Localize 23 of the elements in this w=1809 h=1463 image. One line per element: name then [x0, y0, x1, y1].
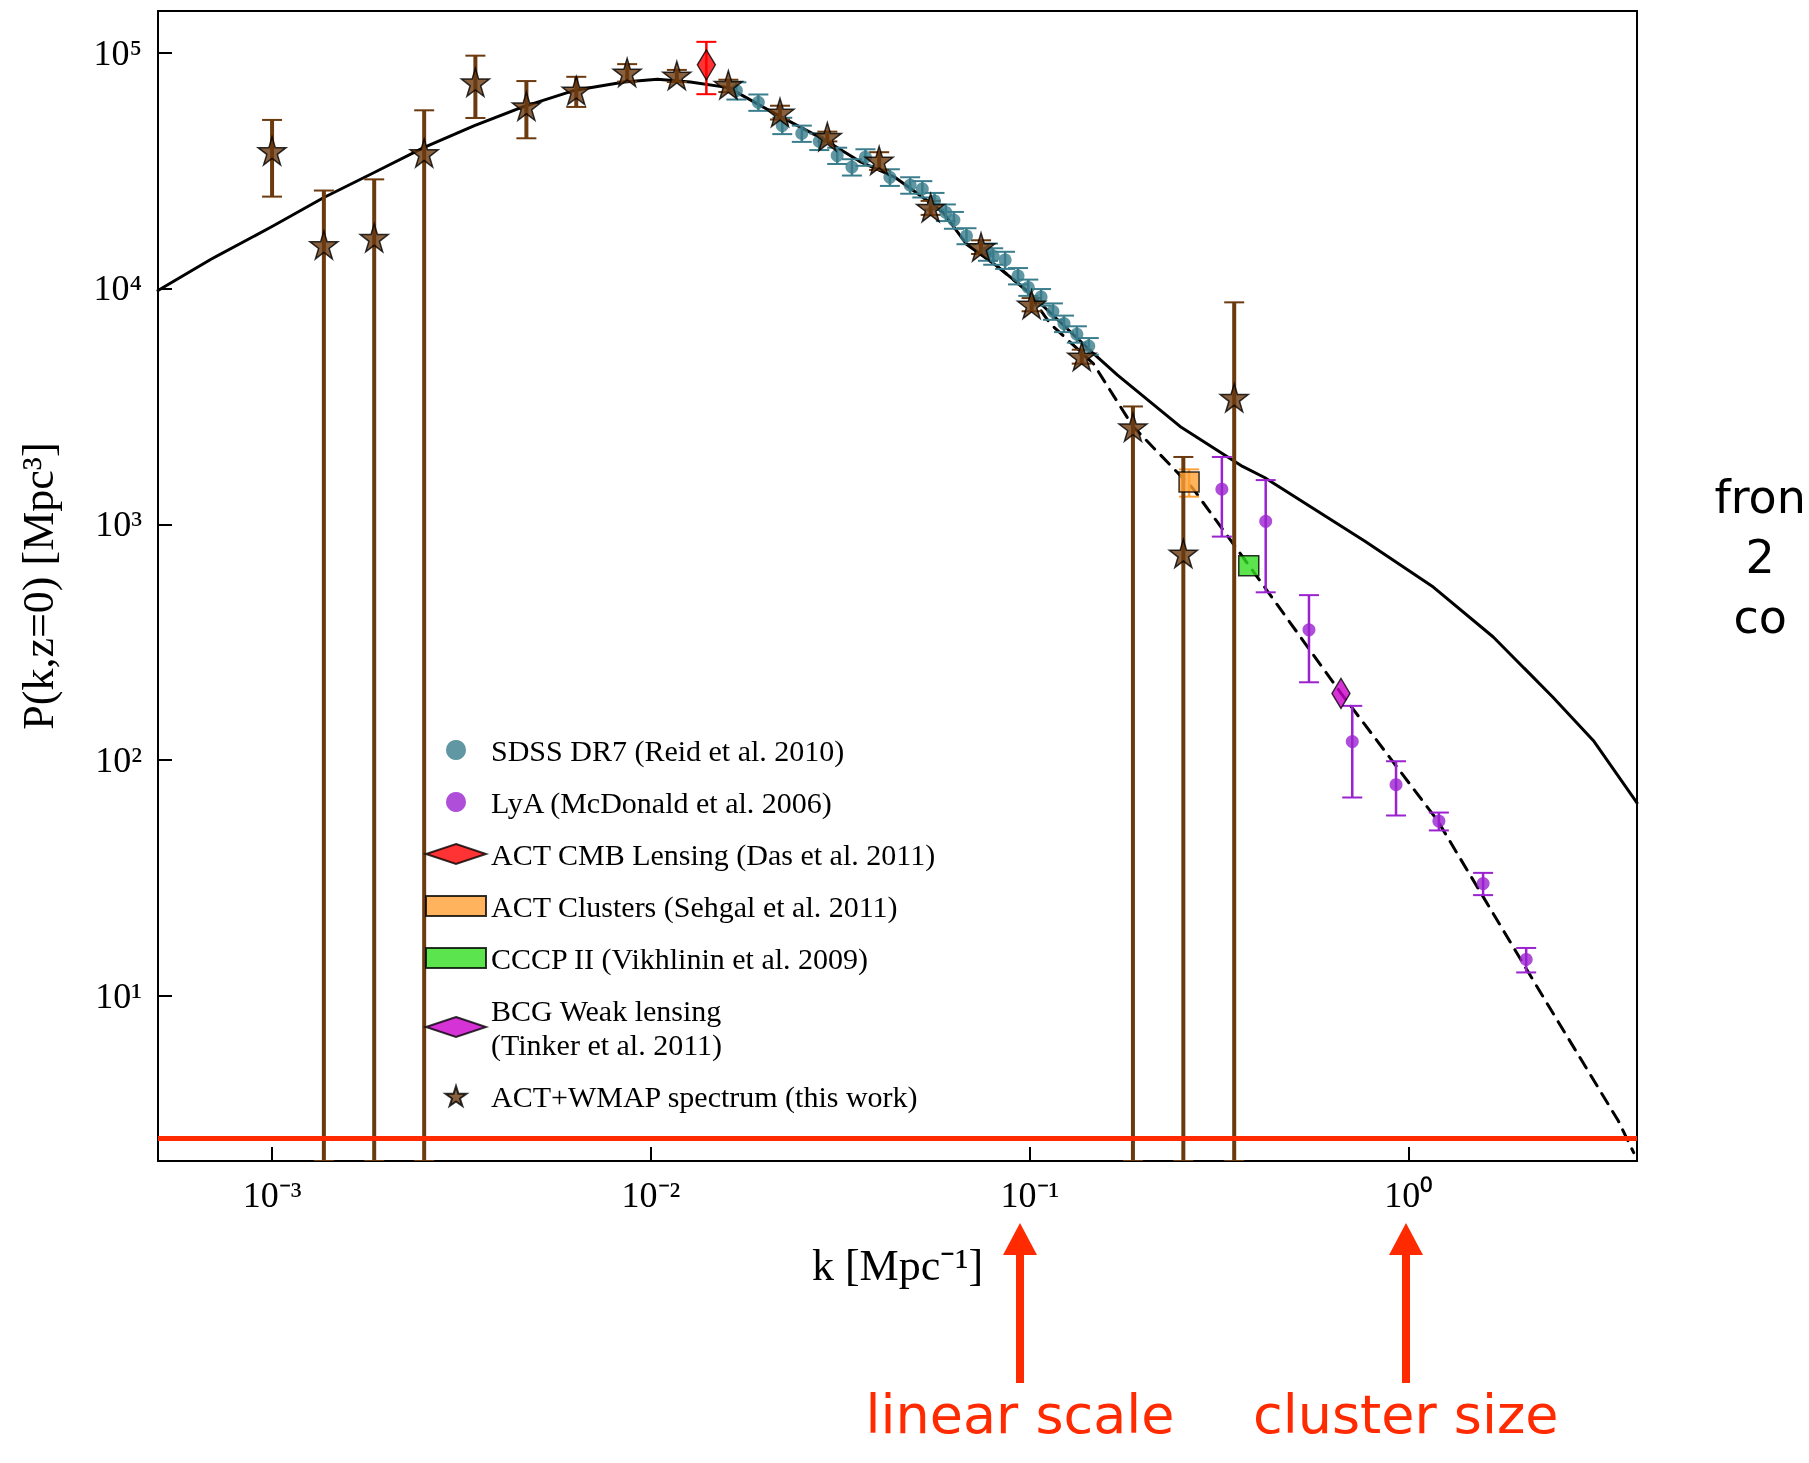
text: 2: [1745, 530, 1775, 584]
y-tick-label: 10⁵: [93, 32, 142, 73]
text: linear scale: [865, 1383, 1175, 1446]
legend-label: CCCP II (Vikhlinin et al. 2009): [491, 941, 869, 976]
y-tick-label: 10³: [95, 504, 143, 545]
legend-label: ACT+WMAP spectrum (this work): [491, 1079, 918, 1114]
legend-label: ACT Clusters (Sehgal et al. 2011): [491, 889, 898, 924]
text: co: [1733, 590, 1787, 644]
legend-label: SDSS DR7 (Reid et al. 2010): [491, 733, 845, 768]
x-axis-title: k [Mpc⁻¹]: [811, 1240, 984, 1290]
text: cluster size: [1253, 1383, 1559, 1446]
y-axis-title: P(k,z=0) [Mpc³]: [13, 442, 63, 730]
y-tick-label: 10⁴: [93, 268, 142, 309]
y-tick-label: 10¹: [95, 976, 142, 1017]
y-tick-label: 10²: [95, 740, 142, 781]
legend-label: ACT CMB Lensing (Das et al. 2011): [491, 837, 936, 872]
legend-label: BCG Weak lensing (Tinker et al. 2011): [491, 993, 723, 1062]
x-tick-label: 10⁻²: [621, 1175, 681, 1215]
x-tick-label: 10⁻¹: [1000, 1175, 1060, 1215]
text: fron: [1714, 470, 1806, 524]
x-tick-label: 10⁻³: [242, 1175, 302, 1215]
legend-label: LyA (McDonald et al. 2006): [491, 785, 832, 820]
x-tick-label: 10⁰: [1384, 1175, 1434, 1215]
